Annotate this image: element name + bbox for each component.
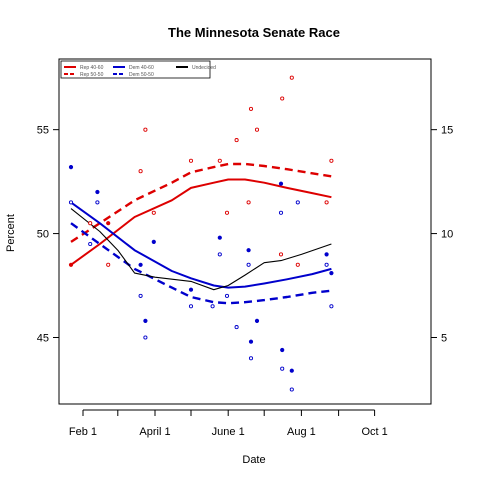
data-point-rep-5050-pts-4 xyxy=(151,210,156,215)
y2-tick-label-15: 15 xyxy=(441,125,453,137)
data-point-rep-5050-pts-9 xyxy=(246,200,251,205)
data-point-dem-4060-pts-7 xyxy=(246,248,251,253)
data-point-dem-5050-pts-14 xyxy=(289,387,294,392)
series-line-rep-4060 xyxy=(70,178,332,266)
x-tick-label-oct-1: Oct 1 xyxy=(361,426,387,438)
data-point-dem-5050-pts-7 xyxy=(217,252,222,257)
series-line-dem-4060 xyxy=(70,201,332,289)
data-point-dem-4060-pts-10 xyxy=(278,181,284,186)
data-point-rep-5050-pts-11 xyxy=(254,127,260,132)
data-point-rep-5050-pts-7 xyxy=(224,210,230,215)
data-point-dem-5050-pts-13 xyxy=(280,366,285,371)
data-point-dem-5050-pts-1 xyxy=(88,241,93,247)
data-point-dem-4060-pts-8 xyxy=(248,339,254,344)
data-point-rep-5050-pts-16 xyxy=(324,200,329,205)
legend-label-dem-40-60: Dem 40-60 xyxy=(129,65,154,71)
legend-label-rep-40-60: Rep 40-60 xyxy=(80,65,104,71)
data-point-rep-5050-pts-5 xyxy=(188,158,194,163)
data-point-dem-4060-pts-5 xyxy=(188,287,194,292)
series-line-undecided xyxy=(70,208,332,291)
legend-label-undecided: Undecided xyxy=(192,65,216,71)
y-tick-label-55: 55 xyxy=(37,125,49,137)
series-lines xyxy=(70,162,332,305)
data-point-dem-5050-pts-3 xyxy=(138,293,143,298)
y2-tick-label-5: 5 xyxy=(441,332,447,344)
data-point-dem-5050-pts-8 xyxy=(224,293,230,298)
legend-label-dem-50-50: Dem 50-50 xyxy=(129,72,154,78)
data-point-rep-5050-pts-13 xyxy=(280,96,285,101)
data-point-rep-5050-pts-1 xyxy=(106,262,111,267)
data-point-dem-4060-pts-12 xyxy=(289,368,294,373)
series-points xyxy=(68,75,334,392)
data-point-dem-5050-pts-11 xyxy=(248,356,254,361)
data-point-dem-5050-pts-16 xyxy=(324,262,329,267)
data-point-dem-4060-pts-13 xyxy=(324,252,329,257)
data-point-rep-5050-pts-2 xyxy=(138,169,143,174)
data-point-dem-5050-pts-10 xyxy=(246,262,251,267)
data-point-rep-4060-pts-0 xyxy=(68,262,74,267)
y-axis-label: Percent xyxy=(5,214,17,252)
data-point-dem-5050-pts-0 xyxy=(68,200,74,205)
data-point-dem-4060-pts-4 xyxy=(151,239,156,244)
x-tick-label-aug-1: Aug 1 xyxy=(287,426,316,438)
chart-title: The Minnesota Senate Race xyxy=(168,25,340,40)
y-tick-label-45: 45 xyxy=(37,332,49,344)
data-point-dem-4060-pts-14 xyxy=(329,271,334,276)
data-point-rep-5050-pts-0 xyxy=(88,221,93,226)
data-point-dem-5050-pts-4 xyxy=(143,335,148,340)
data-point-rep-4060-pts-1 xyxy=(106,221,111,226)
data-point-dem-5050-pts-5 xyxy=(188,304,194,309)
series-line-rep-5050 xyxy=(70,162,332,243)
y-tick-label-50: 50 xyxy=(37,229,49,241)
y2-tick-label-10: 10 xyxy=(441,229,453,241)
data-point-dem-4060-pts-9 xyxy=(254,318,260,324)
plot-frame xyxy=(58,58,432,405)
data-point-rep-5050-pts-10 xyxy=(248,106,254,111)
data-point-dem-4060-pts-1 xyxy=(95,189,100,195)
legend-box xyxy=(60,60,211,79)
data-point-dem-4060-pts-6 xyxy=(217,235,222,240)
data-point-dem-5050-pts-15 xyxy=(295,200,300,205)
data-point-dem-4060-pts-3 xyxy=(143,318,148,324)
x-tick-label-april-1: April 1 xyxy=(139,426,170,438)
data-point-dem-4060-pts-11 xyxy=(280,347,285,353)
data-point-dem-5050-pts-6 xyxy=(210,304,215,309)
data-point-rep-5050-pts-17 xyxy=(329,158,334,163)
data-point-rep-5050-pts-6 xyxy=(217,158,222,163)
data-point-dem-5050-pts-9 xyxy=(234,325,239,330)
data-point-rep-5050-pts-14 xyxy=(289,75,294,80)
data-point-dem-4060-pts-0 xyxy=(68,165,74,170)
x-tick-label-feb-1: Feb 1 xyxy=(69,426,97,438)
data-point-dem-5050-pts-2 xyxy=(95,200,100,205)
x-tick-label-june-1: June 1 xyxy=(212,426,245,438)
data-point-rep-5050-pts-3 xyxy=(143,127,148,132)
legend-label-rep-50-50: Rep 50-50 xyxy=(80,72,104,78)
data-point-dem-5050-pts-17 xyxy=(329,304,334,309)
data-point-rep-5050-pts-15 xyxy=(295,262,300,267)
data-point-dem-5050-pts-12 xyxy=(278,210,284,215)
data-point-rep-5050-pts-8 xyxy=(234,138,239,143)
x-axis-label: Date xyxy=(242,454,265,466)
data-point-dem-4060-pts-2 xyxy=(138,262,143,267)
data-point-rep-5050-pts-12 xyxy=(278,252,284,257)
